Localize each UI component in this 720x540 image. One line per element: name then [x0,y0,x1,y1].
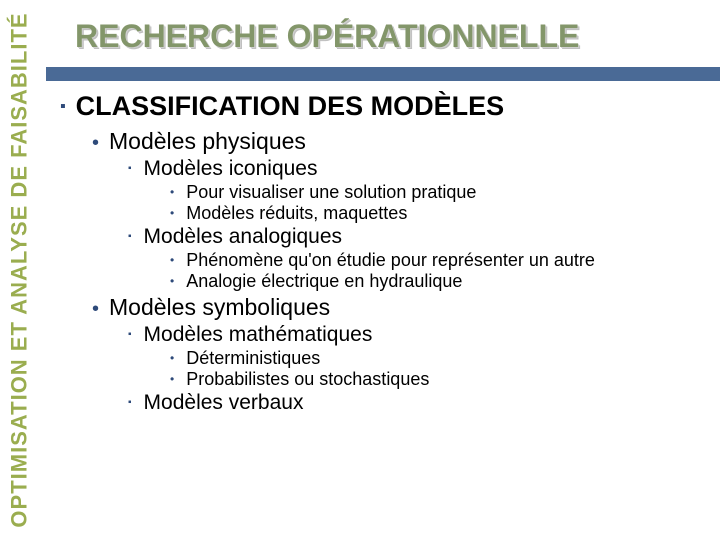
heading-classification: CLASSIFICATION DES MODÈLES [60,91,720,122]
title-rule [46,67,720,81]
item-iconic-point1: Pour visualiser une solution pratique [170,182,720,203]
sidebar: OPTIMISATION ET ANALYSE DE FAISABILITÉ [0,0,40,540]
item-analog-point2: Analogie électrique en hydraulique [170,271,720,292]
slide: OPTIMISATION ET ANALYSE DE FAISABILITÉ R… [0,0,720,540]
content: CLASSIFICATION DES MODÈLES Modèles physi… [40,91,720,415]
item-symbolic-models: Modèles symboliques [92,294,720,321]
item-iconic-models: Modèles iconiques [128,157,720,181]
item-math-point2: Probabilistes ou stochastiques [170,369,720,390]
item-analog-models: Modèles analogiques [128,225,720,249]
page-title: RECHERCHE OPÉRATIONNELLE [40,0,720,61]
sidebar-title: OPTIMISATION ET ANALYSE DE FAISABILITÉ [7,12,33,527]
item-physical-models: Modèles physiques [92,128,720,155]
item-verbal-models: Modèles verbaux [128,391,720,415]
item-iconic-point2: Modèles réduits, maquettes [170,203,720,224]
main-area: RECHERCHE OPÉRATIONNELLE CLASSIFICATION … [40,0,720,540]
item-math-models: Modèles mathématiques [128,323,720,347]
item-analog-point1: Phénomène qu'on étudie pour représenter … [170,250,720,271]
item-math-point1: Déterministiques [170,348,720,369]
